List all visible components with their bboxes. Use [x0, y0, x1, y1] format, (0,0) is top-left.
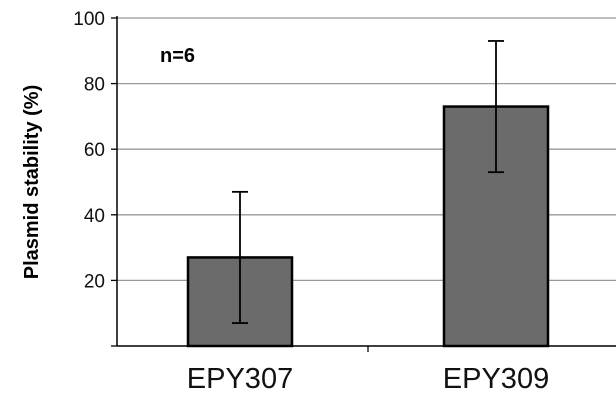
- bars: [186, 105, 550, 348]
- y-tick-label-60: 60: [84, 140, 105, 161]
- sample-size-annotation: n=6: [160, 45, 195, 67]
- y-tick-label-80: 80: [84, 75, 105, 96]
- y-tick-label-20: 20: [84, 271, 105, 292]
- x-category-labels: EPY307 EPY309: [187, 363, 549, 393]
- axes: [111, 16, 616, 352]
- x-label-EPY309: EPY309: [443, 363, 549, 393]
- y-axis-title: Plasmid stability (%): [21, 85, 43, 280]
- error-bars: [232, 40, 504, 324]
- x-label-EPY307: EPY307: [187, 363, 293, 393]
- y-tick-label-40: 40: [84, 206, 105, 227]
- y-tick-label-100: 100: [73, 9, 105, 30]
- y-tick-labels: 20 40 60 80 100: [73, 9, 105, 292]
